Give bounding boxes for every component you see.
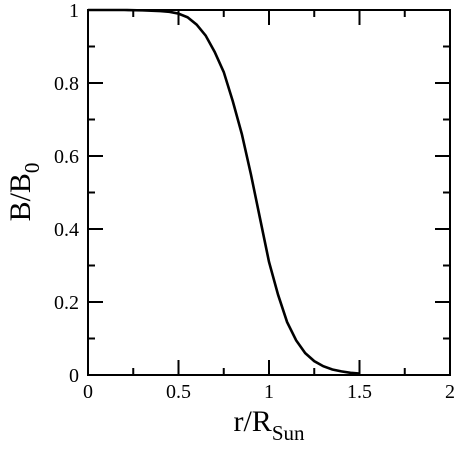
plot-frame: [87, 9, 451, 376]
axis-ticks: [87, 9, 451, 376]
y-tick-label: 0.4: [54, 219, 79, 241]
y-tick-label: 0.8: [54, 73, 79, 95]
x-tick-label: 1: [264, 381, 274, 403]
x-tick-label: 1.5: [347, 381, 372, 403]
x-tick-label: 0: [83, 381, 93, 403]
x-tick-label: 2: [445, 381, 455, 403]
y-axis-title: B/B0: [4, 163, 44, 222]
x-tick-label: 0.5: [166, 381, 191, 403]
tick-labels: 0 0.5 1 1.5 2 0 0.2 0.4 0.6 0.8 1: [54, 0, 455, 403]
y-tick-label: 0.6: [54, 146, 79, 168]
y-tick-label: 0: [69, 365, 79, 387]
series-line: [88, 8, 360, 375]
x-axis-title: r/RSun: [233, 405, 305, 445]
y-tick-label: 1: [69, 0, 79, 22]
y-tick-label: 0.2: [54, 292, 79, 314]
